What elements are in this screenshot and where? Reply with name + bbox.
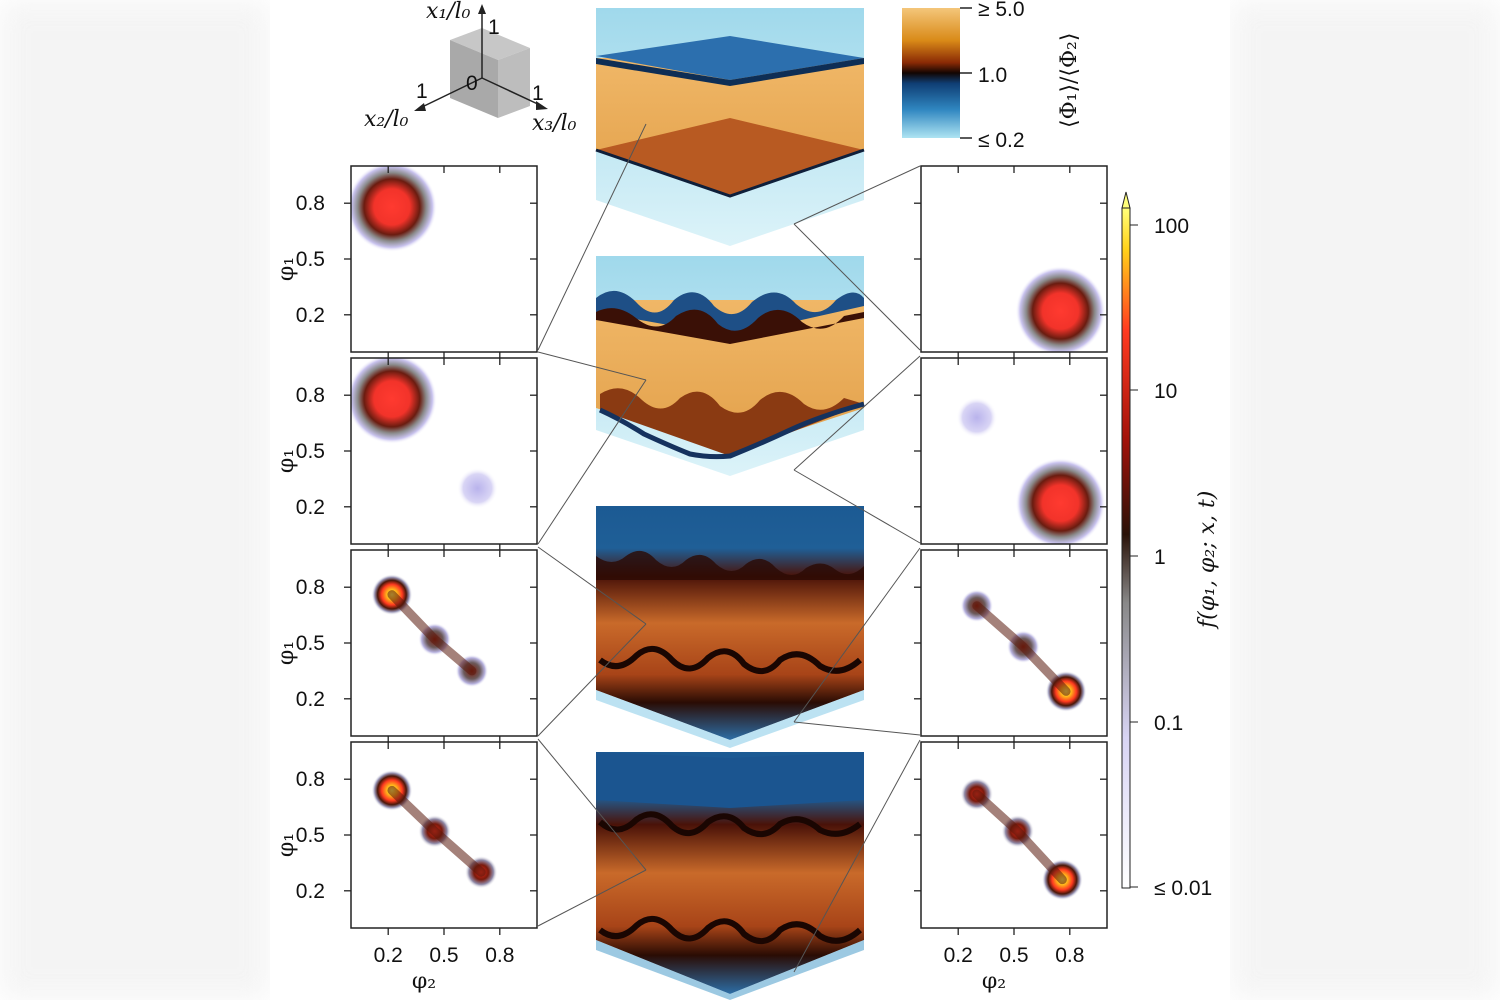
- pdf-colorbar: 100 10 1 0.1 ≤ 0.01 f(φ₁, φ₂; x, t): [1121, 191, 1220, 900]
- pdf-blob-left-2-1: [351, 358, 437, 444]
- x-axis-label: φ₂: [412, 969, 436, 994]
- pdf-panel-left-1: [344, 165, 538, 359]
- y-tick-label: 0.2: [296, 880, 325, 903]
- cube-renderings: [595, 8, 865, 1000]
- pdf-tick-1: 1: [1154, 546, 1166, 569]
- x-tick-label: 0.5: [429, 944, 458, 967]
- y-tick-label: 0.8: [296, 192, 325, 215]
- pdf-panel-left-4: [344, 741, 538, 935]
- x-tick-label: 0.2: [944, 944, 973, 967]
- y-tick-label: 0.5: [296, 824, 325, 847]
- ratio-colorbar-label: ⟨Φ₁⟩/⟨Φ₂⟩: [1057, 33, 1082, 128]
- ratio-tick-high: ≥ 5.0: [978, 0, 1025, 21]
- pdf-ridge-right-3: [972, 601, 1071, 696]
- x2-arrow-icon: [414, 103, 426, 111]
- pdf-tick-100: 100: [1154, 215, 1189, 238]
- x1-label: x₁/l₀: [426, 0, 471, 24]
- x2-one-label: 1: [416, 80, 428, 103]
- pdf-ridge-left-4: [387, 785, 486, 877]
- triad-cube-front: [450, 40, 498, 118]
- cube-2: [596, 256, 865, 476]
- pdf-panel-right-4: [914, 741, 1108, 935]
- pdf-colorbar-extend-arrow-icon: [1121, 191, 1131, 209]
- x1-one-label: 1: [488, 16, 500, 39]
- x1-arrow-icon: [478, 4, 486, 14]
- y-tick-label: 0.2: [296, 688, 325, 711]
- y-tick-label: 0.8: [296, 384, 325, 407]
- y-axis-label: φ₁: [274, 257, 299, 281]
- y-tick-label: 0.2: [296, 496, 325, 519]
- x3-one-label: 1: [532, 82, 544, 105]
- ratio-tick-low: ≤ 0.2: [978, 129, 1025, 152]
- pdf-ridge-right-4: [972, 789, 1067, 885]
- pdf-colorbar-gradient: [1121, 207, 1131, 889]
- connector-lines: [537, 123, 921, 973]
- ratio-colorbar-gradient: [902, 8, 960, 138]
- y-axis-label: φ₁: [274, 449, 299, 473]
- x-tick-label: 0.8: [1055, 944, 1084, 967]
- x2-label: x₂/l₀: [364, 107, 409, 132]
- blurred-background-right: [1230, 0, 1500, 1000]
- pdf-panel-right-3: [914, 549, 1108, 743]
- y-tick-label: 0.2: [296, 304, 325, 327]
- cube-1: [595, 8, 865, 246]
- pdf-tick-0.01: ≤ 0.01: [1154, 877, 1212, 900]
- y-tick-label: 0.8: [296, 768, 325, 791]
- y-tick-label: 0.8: [296, 576, 325, 599]
- pdf-panel-left-2: [344, 357, 538, 551]
- x3-arrow-icon: [536, 101, 548, 110]
- ratio-tick-one: 1.0: [978, 64, 1007, 87]
- x2-axis-line: [419, 77, 483, 109]
- x3-label: x₃/l₀: [532, 111, 577, 136]
- triad-cube-side: [498, 48, 530, 118]
- panel-axis-labels: 0.8 0.5 0.2 φ₁ 0.8 0.5 0.2 φ₁ 0.8 0.5 0.2 φ₁ 0.8 0.2 0…: [274, 192, 1084, 994]
- origin-label: 0: [466, 72, 478, 95]
- y-tick-label: 0.5: [296, 248, 325, 271]
- figure: x₁/l₀ 1 0 1 1 x₂/l₀ x₃/l₀ ≥ 5.0 1.0 ≤ 0.…: [270, 0, 1230, 1000]
- x-tick-label: 0.2: [374, 944, 403, 967]
- blurred-background-left: [0, 0, 270, 1000]
- y-tick-label: 0.5: [296, 440, 325, 463]
- pdf-tick-0.1: 0.1: [1154, 712, 1183, 735]
- x3-axis-line: [481, 77, 543, 107]
- y-tick-label: 0.5: [296, 632, 325, 655]
- pdf-panel-right-1: [914, 165, 1108, 359]
- axes-triad: x₁/l₀ 1 0 1 1 x₂/l₀ x₃/l₀: [364, 0, 577, 136]
- triad-cube-top: [450, 28, 530, 60]
- pdf-blob-left-2-2: [457, 467, 498, 509]
- pdf-panels: [344, 165, 1108, 935]
- x-tick-label: 0.5: [999, 944, 1028, 967]
- x-tick-label: 0.8: [485, 944, 514, 967]
- pdf-blob-right-2-1: [1015, 458, 1106, 544]
- pdf-panel-right-2: [914, 357, 1108, 551]
- figure-canvas: x₁/l₀ 1 0 1 1 x₂/l₀ x₃/l₀ ≥ 5.0 1.0 ≤ 0.…: [274, 0, 1220, 1000]
- x-axis-label: φ₂: [982, 969, 1006, 994]
- y-axis-label: φ₁: [274, 833, 299, 857]
- cube-4: [596, 752, 864, 1000]
- y-axis-label: φ₁: [274, 641, 299, 665]
- pdf-blob-right-1-1: [1015, 266, 1106, 352]
- pdf-colorbar-label: f(φ₁, φ₂; x, t): [1195, 491, 1220, 630]
- pdf-tick-10: 10: [1154, 380, 1177, 403]
- pdf-blob-right-2-2: [956, 397, 998, 438]
- pdf-panel-left-3: [344, 549, 538, 743]
- pdf-ridge-left-3: [387, 590, 477, 676]
- cube-3: [596, 506, 864, 748]
- pdf-blob-left-1-1: [351, 166, 437, 252]
- ratio-colorbar: ≥ 5.0 1.0 ≤ 0.2 ⟨Φ₁⟩/⟨Φ₂⟩: [902, 0, 1082, 152]
